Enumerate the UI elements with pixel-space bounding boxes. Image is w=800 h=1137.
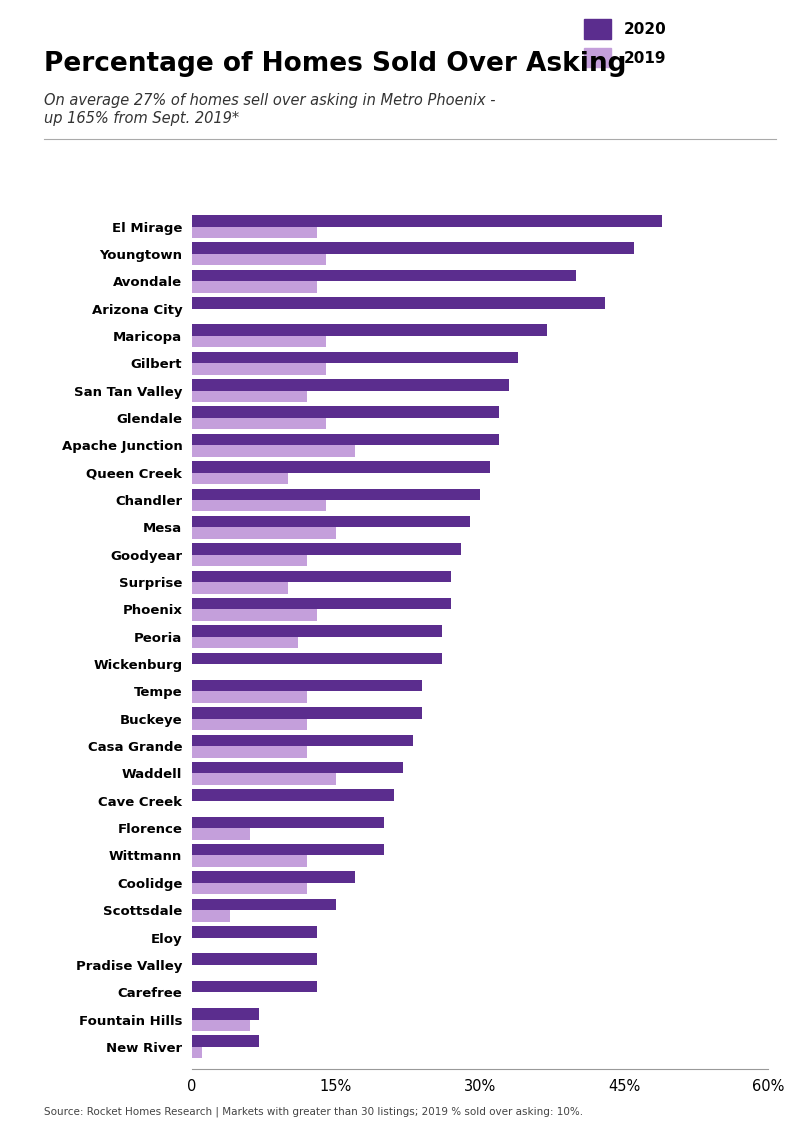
Bar [192, 462, 490, 473]
Bar [192, 571, 451, 582]
Bar [192, 911, 230, 922]
Bar [192, 242, 634, 254]
Bar [192, 773, 336, 785]
Bar [192, 489, 480, 500]
Bar [192, 707, 422, 719]
Bar [192, 637, 298, 648]
Bar [192, 816, 384, 828]
Bar [192, 882, 307, 895]
Bar [192, 582, 288, 594]
Bar [192, 871, 355, 882]
Bar [192, 297, 605, 308]
Bar [192, 1036, 259, 1047]
Bar [192, 363, 326, 375]
Bar [192, 653, 442, 664]
Bar [192, 1020, 250, 1031]
Bar [192, 543, 461, 555]
Text: Source: Rocket Homes Research | Markets with greater than 30 listings; 2019 % so: Source: Rocket Homes Research | Markets … [44, 1106, 583, 1117]
Bar [192, 855, 307, 868]
Legend: 2020, 2019: 2020, 2019 [584, 19, 666, 67]
Bar [192, 434, 499, 446]
Bar [192, 500, 326, 512]
Bar [192, 324, 547, 335]
Bar [192, 844, 384, 855]
Bar [192, 789, 394, 800]
Bar [192, 281, 317, 292]
Bar [192, 516, 470, 528]
Bar [192, 926, 317, 938]
Bar [192, 254, 326, 265]
Bar [192, 598, 451, 609]
Bar [192, 379, 509, 391]
Bar [192, 954, 317, 965]
Bar [192, 691, 307, 703]
Bar [192, 269, 576, 281]
Bar [192, 898, 336, 911]
Text: On average 27% of homes sell over asking in Metro Phoenix -
up 165% from Sept. 2: On average 27% of homes sell over asking… [44, 93, 495, 125]
Bar [192, 335, 326, 348]
Bar [192, 391, 307, 402]
Bar [192, 735, 413, 746]
Bar [192, 226, 317, 238]
Bar [192, 215, 662, 226]
Bar [192, 351, 518, 363]
Bar [192, 719, 307, 730]
Bar [192, 625, 442, 637]
Bar [192, 446, 355, 457]
Bar [192, 680, 422, 691]
Bar [192, 609, 317, 621]
Text: Percentage of Homes Sold Over Asking: Percentage of Homes Sold Over Asking [44, 51, 626, 77]
Bar [192, 981, 317, 993]
Bar [192, 1009, 259, 1020]
Bar [192, 418, 326, 430]
Bar [192, 746, 307, 757]
Bar [192, 473, 288, 484]
Bar [192, 528, 336, 539]
Bar [192, 1047, 202, 1059]
Bar [192, 406, 499, 418]
Bar [192, 828, 250, 839]
Bar [192, 555, 307, 566]
Bar [192, 762, 403, 773]
